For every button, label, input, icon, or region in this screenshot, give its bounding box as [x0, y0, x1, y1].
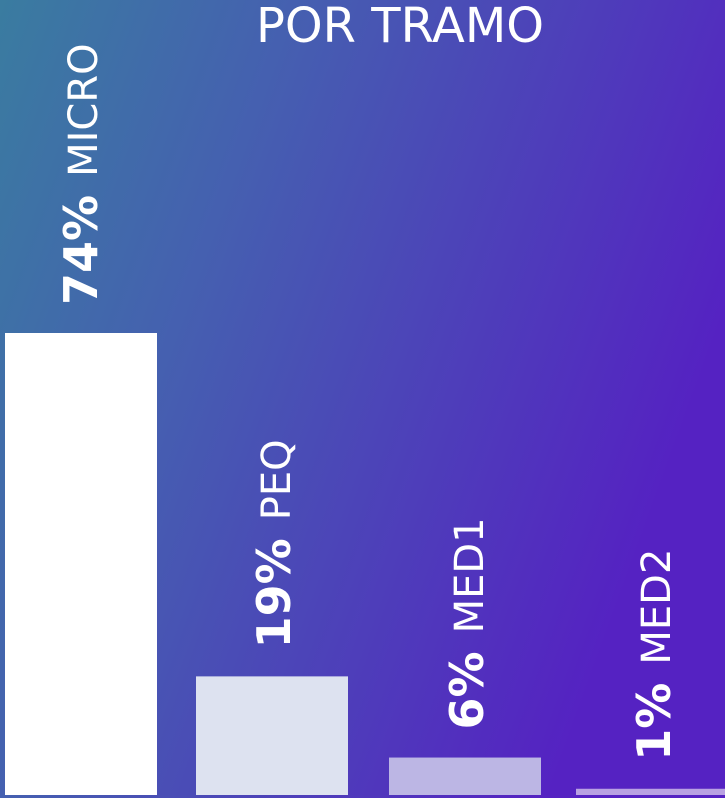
category-label: MED2: [634, 549, 680, 665]
value-label: 74%: [54, 195, 108, 305]
bar: [196, 676, 348, 795]
bar: [576, 788, 725, 795]
bar-label: 74% MICRO: [54, 43, 108, 305]
bar: [5, 333, 157, 795]
category-label: MICRO: [61, 43, 107, 177]
value-label: 6%: [440, 651, 494, 729]
chart-title: POR TRAMO: [256, 0, 544, 54]
bar-label: 6% MED1: [440, 517, 494, 729]
value-label: 1%: [627, 683, 681, 761]
category-label: MED1: [447, 517, 493, 633]
category-label: PEQ: [254, 439, 300, 520]
value-label: 19%: [247, 538, 301, 648]
bar-label: 1% MED2: [627, 549, 681, 761]
bar-label: 19% PEQ: [247, 439, 301, 648]
bar: [389, 757, 541, 795]
